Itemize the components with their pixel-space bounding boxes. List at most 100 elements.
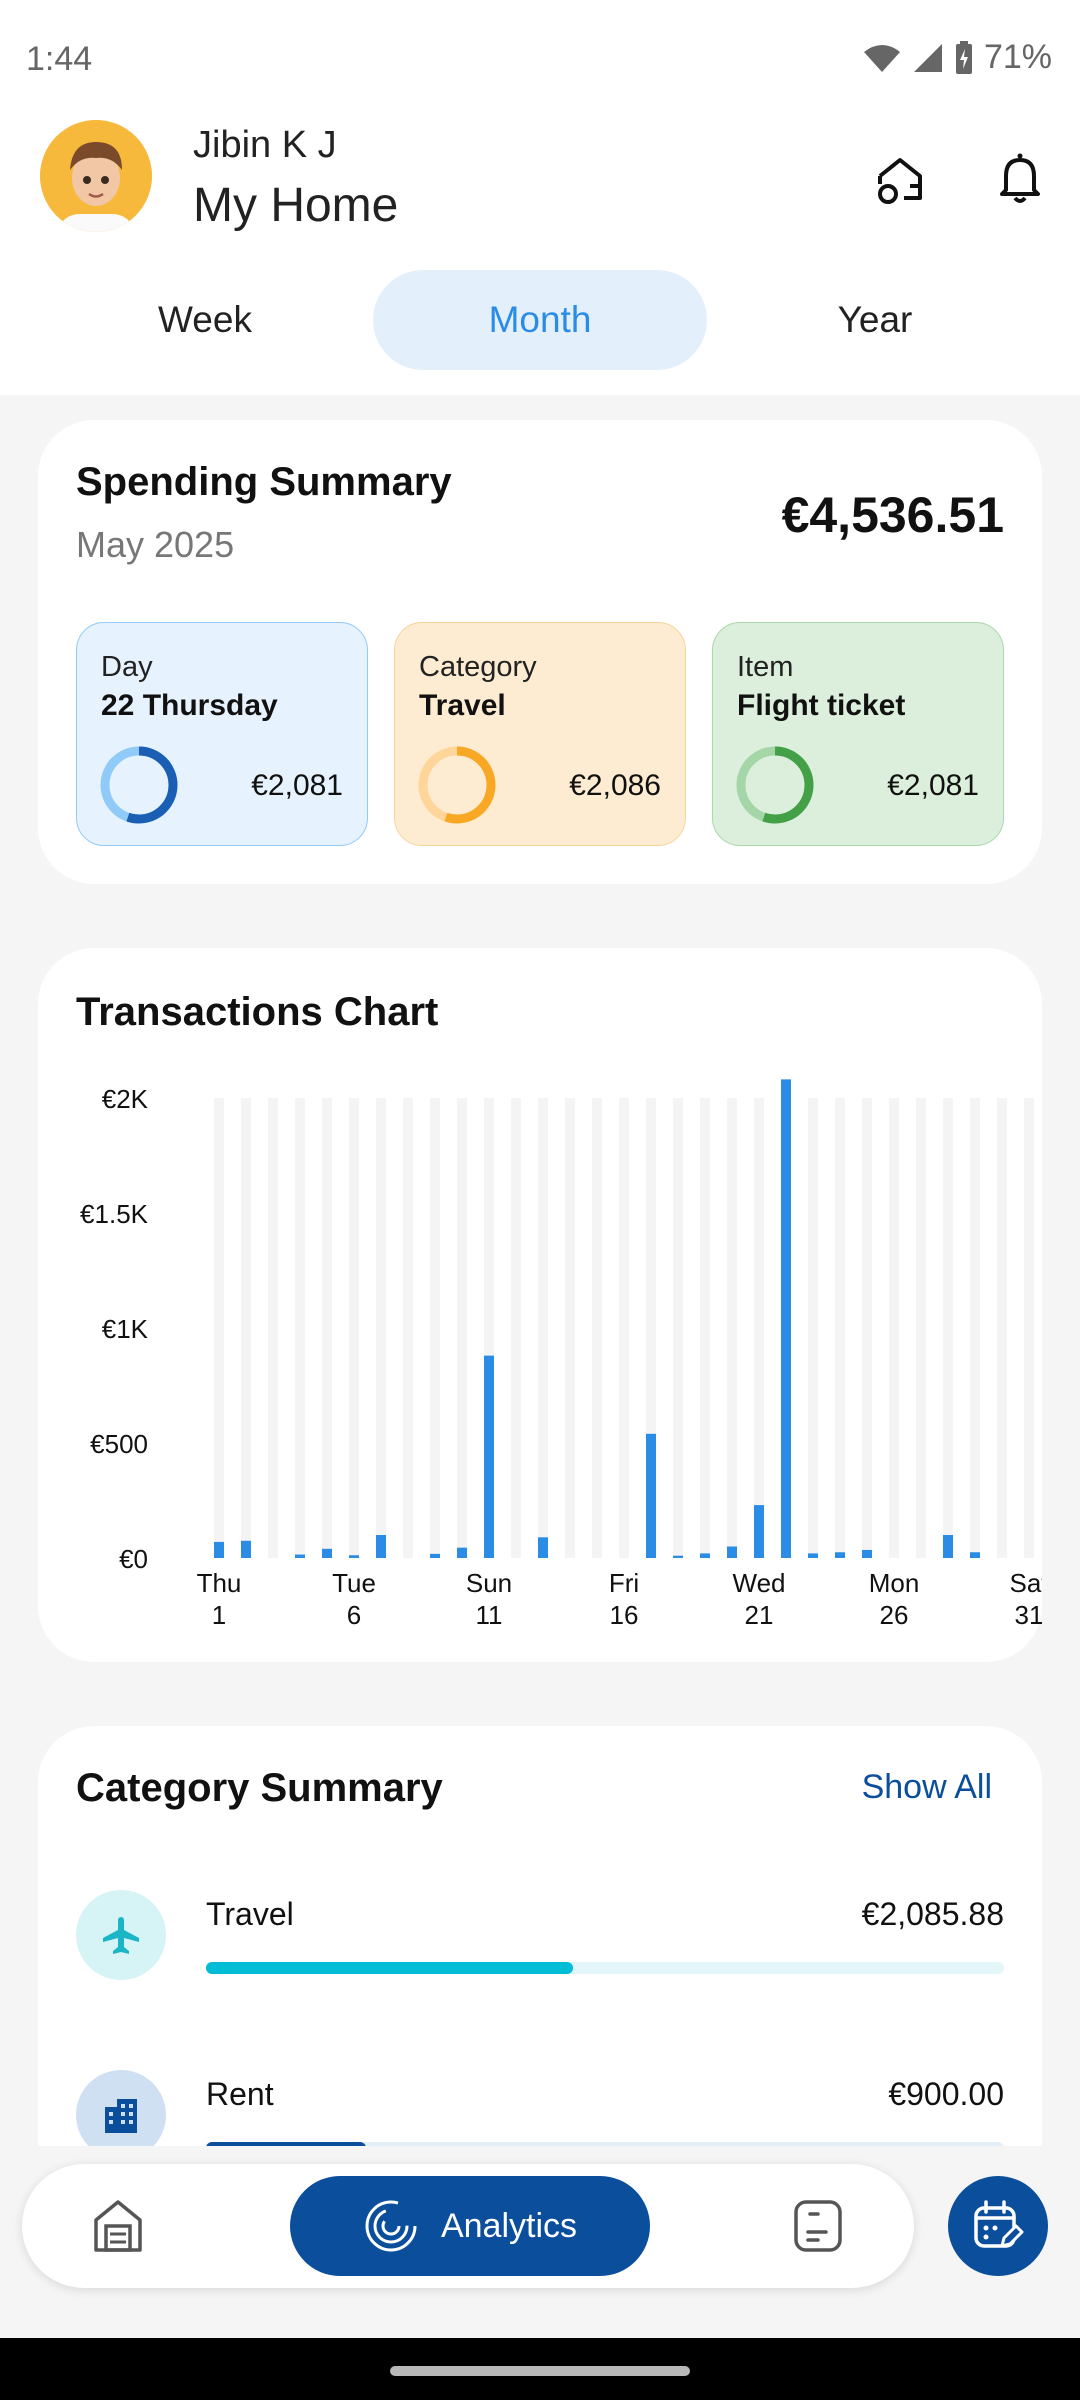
status-icons: 71% [862,38,1052,77]
airplane-icon [103,1917,139,1954]
category-ring-icon [418,746,496,824]
bar-track [1024,1098,1034,1558]
analytics-nav-label: Analytics [440,2206,578,2245]
travel-category-icon-bg [76,1890,166,1980]
calendar-edit-icon [974,2200,1024,2248]
home-title[interactable]: My Home [193,179,399,232]
bar-day-23[interactable] [808,1553,818,1558]
item-ring-icon [736,746,814,824]
bar-day-9[interactable] [430,1553,440,1558]
stat-category-amount: €2,086 [569,769,661,802]
stat-category[interactable]: Category Travel €2,086 [394,622,686,846]
bar-day-17[interactable] [646,1433,656,1558]
switch-home-icon[interactable] [870,148,930,208]
travel-progress-track [206,1962,1004,1974]
bar-track [403,1098,413,1558]
bar-day-19[interactable] [700,1553,710,1558]
notes-nav-icon[interactable] [788,2196,848,2256]
total-spending: €4,536.51 [781,487,1004,543]
show-all-link[interactable]: Show All [861,1768,992,1806]
bar-track [835,1098,845,1558]
home-nav-icon[interactable] [88,2196,148,2256]
transactions-chart-title: Transactions Chart [76,990,439,1034]
spending-summary-title: Spending Summary [76,460,452,504]
stat-item-label: Item [737,651,794,683]
status-time: 1:44 [26,40,93,78]
bar-track [916,1098,926,1558]
stat-item-value: Flight ticket [737,689,906,722]
bar-day-11[interactable] [484,1355,494,1558]
x-tick-weekday: Wed [733,1568,786,1598]
stat-day-value: 22 Thursday [101,689,278,722]
bar-day-10[interactable] [457,1547,467,1558]
stat-day-label: Day [101,651,153,683]
bar-track [862,1098,872,1558]
bell-icon[interactable] [990,148,1050,208]
bar-day-20[interactable] [727,1546,737,1559]
bottom-navigation: Analytics [22,2164,914,2288]
building-icon [105,2099,137,2133]
wifi-icon [863,44,900,72]
spending-summary-card: Spending Summary May 2025 €4,536.51 Day … [38,420,1042,884]
x-tick-weekday: Fri [609,1568,639,1598]
bar-day-4[interactable] [295,1554,305,1558]
home-gesture-handle[interactable] [390,2366,690,2376]
x-tick-weekday: Tue [332,1568,376,1598]
stat-item[interactable]: Item Flight ticket €2,081 [712,622,1004,846]
bar-track [457,1098,467,1558]
x-tick-date: 31 [1015,1600,1042,1628]
avatar[interactable] [40,120,152,232]
system-nav-bar [0,2338,1080,2400]
bar-track [565,1098,575,1558]
day-ring-icon [100,746,178,824]
x-tick-weekday: Thu [197,1568,242,1598]
x-tick-date: 11 [476,1600,503,1628]
bar-track [538,1098,548,1558]
bar-day-7[interactable] [376,1535,386,1558]
user-name: Jibin K J [193,124,337,166]
bar-track [646,1098,656,1558]
tab-month[interactable]: Month [373,270,707,370]
bar-day-28[interactable] [943,1535,953,1558]
y-tick-label: €2K [102,1084,149,1114]
travel-progress-fill [206,1962,574,1974]
tab-week[interactable]: Week [158,299,252,340]
stat-day-amount: €2,081 [251,769,343,802]
bar-day-24[interactable] [835,1552,845,1558]
bar-day-18[interactable] [673,1555,683,1558]
bar-track [214,1098,224,1558]
category-amount-travel: €2,085.88 [861,1896,1004,1932]
bar-track [430,1098,440,1558]
bar-day-22[interactable] [781,1079,791,1558]
period-tabs: Week Month Year [0,260,1080,395]
bar-day-1[interactable] [214,1541,224,1558]
bar-track [889,1098,899,1558]
bar-track [241,1098,251,1558]
category-name-travel: Travel [206,1896,294,1932]
bar-day-25[interactable] [862,1549,872,1558]
tab-year[interactable]: Year [837,299,913,340]
transactions-chart-card: Transactions Chart €0 €500 €1K €1.5K €2K Thu 1… [38,948,1042,1662]
bar-day-5[interactable] [322,1548,332,1558]
bar-track [484,1098,494,1558]
bar-track [673,1098,683,1558]
bar-track [619,1098,629,1558]
bar-day-2[interactable] [241,1540,251,1558]
calendar-fab-button[interactable] [948,2176,1048,2276]
bar-day-29[interactable] [970,1552,980,1558]
category-summary-title: Category Summary [76,1766,443,1810]
x-tick-weekday: Sun [466,1568,512,1598]
bar-track [268,1098,278,1558]
category-name-rent: Rent [206,2076,274,2112]
rent-category-icon-bg [76,2070,166,2160]
bar-day-21[interactable] [754,1505,764,1558]
bar-day-13[interactable] [538,1537,548,1558]
bar-day-6[interactable] [349,1555,359,1558]
bar-track [376,1098,386,1558]
bar-track [511,1098,521,1558]
analytics-nav-button[interactable]: Analytics [290,2176,650,2276]
stat-day[interactable]: Day 22 Thursday €2,081 [76,622,368,846]
x-tick-weekday: Mon [869,1568,920,1598]
y-tick-label: €0 [119,1544,148,1574]
